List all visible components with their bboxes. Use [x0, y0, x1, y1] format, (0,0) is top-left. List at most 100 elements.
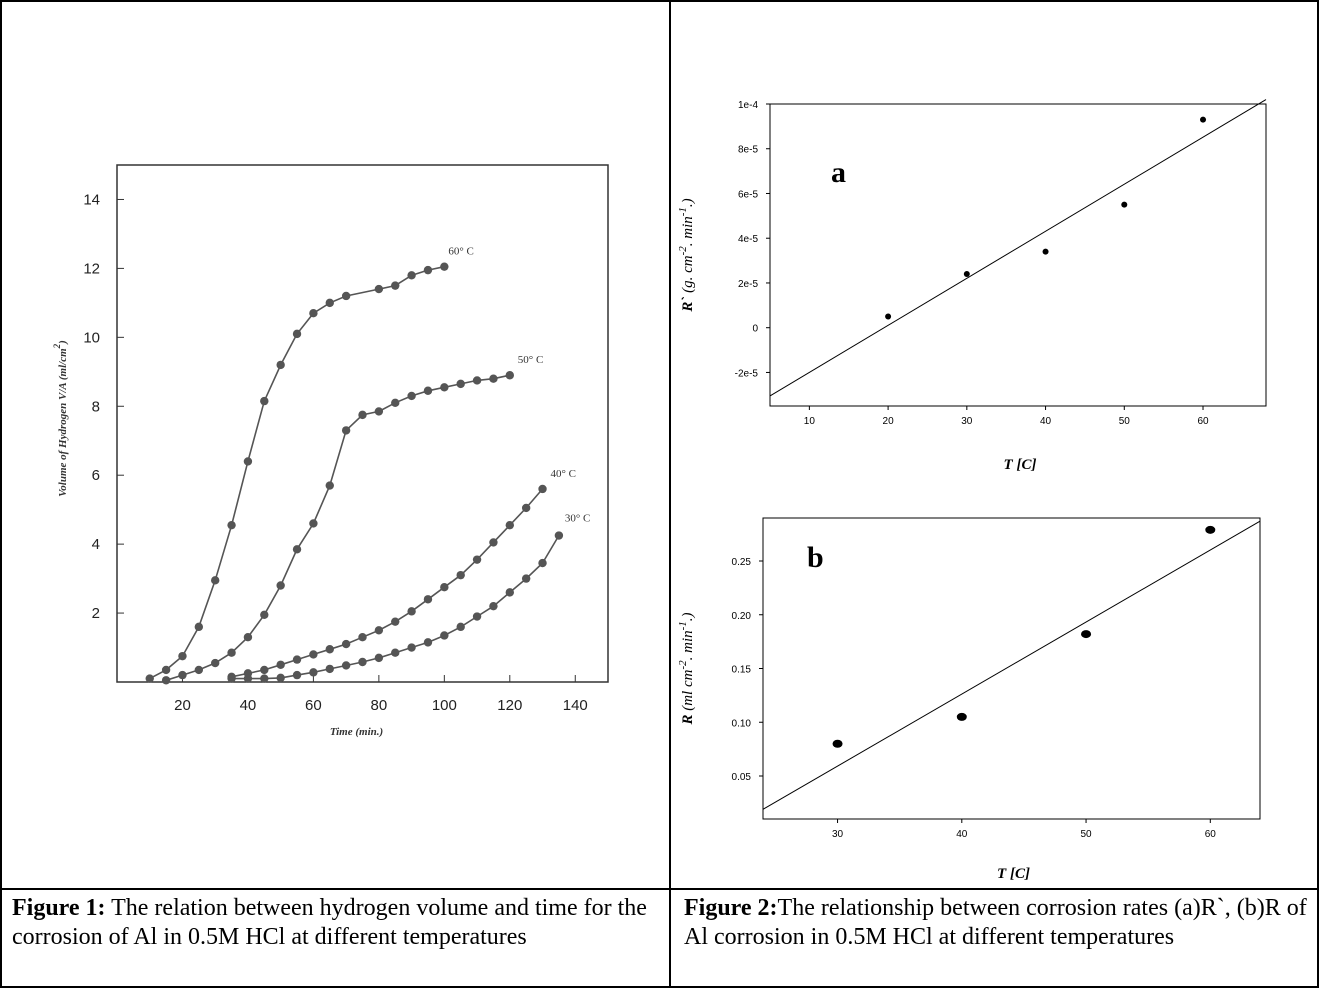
data-point	[341, 291, 351, 301]
data-point	[472, 376, 482, 385]
data-point	[227, 674, 236, 683]
data-point	[243, 674, 253, 683]
data-point	[440, 383, 449, 392]
data-point	[489, 374, 498, 383]
data-point	[194, 622, 204, 632]
data-point	[374, 407, 384, 416]
y-tick-label: 6e-5	[738, 189, 758, 200]
data-point	[227, 648, 236, 657]
data-point	[391, 398, 400, 408]
data-point	[440, 631, 449, 640]
y-axis-title: R` (g. cm-2. min-1.)	[677, 198, 696, 312]
data-point	[309, 650, 318, 659]
x-tick-label: 60	[1197, 416, 1209, 427]
data-point	[178, 651, 187, 661]
chart-a-corrosion-rate-vs-temp: 10 20 30 40 50 60 -2e-5 0 2e-5 4e-5 6e-5 8e-5 1e-4 a T…	[677, 99, 1267, 473]
y-axis-title: Volume of Hydrogen V/A (ml/cm2)	[52, 340, 69, 497]
x-tick-label: 50	[1080, 829, 1092, 840]
x-axis-title: T [C]	[1004, 457, 1037, 473]
data-point	[309, 309, 318, 318]
data-point	[292, 670, 302, 680]
x-tick-label: 20	[174, 697, 191, 714]
data-point	[472, 612, 482, 621]
x-tick-label: 40	[956, 829, 968, 840]
data-point	[374, 626, 384, 635]
series-line	[149, 265, 445, 680]
data-point	[456, 570, 465, 580]
data-point	[374, 653, 384, 663]
data-point	[227, 520, 236, 530]
chart-b-corrosion-rate-vs-temp: 30 40 50 60 0.05 0.10 0.15 0.20 0.25 b T [C] R (ml …	[677, 517, 1261, 882]
y-tick-label: 2	[92, 605, 100, 622]
data-point	[358, 632, 367, 642]
y-tick-label: 8e-5	[738, 145, 758, 156]
data-point	[211, 576, 220, 585]
data-point	[1042, 248, 1049, 255]
x-tick-label: 120	[497, 697, 522, 714]
y-tick-label: 0.20	[732, 611, 752, 622]
plot-frame	[116, 164, 609, 683]
data-point	[292, 329, 302, 339]
y-tick-label: 12	[83, 260, 100, 277]
y-tick-label: 0.05	[732, 772, 752, 783]
x-tick-label: 140	[563, 697, 588, 714]
data-point	[391, 617, 400, 626]
data-point	[423, 265, 433, 275]
data-point	[276, 581, 285, 590]
data-point	[1081, 630, 1092, 639]
data-point	[341, 426, 351, 435]
data-point	[505, 588, 514, 597]
data-point	[374, 284, 384, 294]
data-point	[260, 674, 269, 683]
x-tick-label: 40	[1040, 416, 1052, 427]
y-tick-label: 4	[92, 536, 100, 553]
data-point	[407, 643, 416, 652]
figure-1-caption: Figure 1: The relation between hydrogen …	[12, 894, 652, 952]
y-axis-title: R (ml cm-2. min-1.)	[677, 612, 696, 725]
data-point	[1121, 201, 1128, 208]
data-point	[489, 601, 498, 611]
panel-label: a	[831, 156, 846, 189]
caption-divider	[0, 888, 1319, 890]
data-point	[885, 313, 892, 320]
figure-2-label: Figure 2:	[684, 895, 778, 921]
data-point	[325, 645, 334, 654]
data-point	[554, 531, 564, 540]
data-point	[538, 484, 547, 494]
data-point	[341, 639, 351, 649]
series-label: 50° C	[518, 354, 544, 366]
figure-1-label: Figure 1:	[12, 895, 106, 921]
x-axis-title: Time (min.)	[330, 726, 383, 738]
panel-label: b	[807, 541, 824, 574]
data-point	[1200, 116, 1207, 123]
x-axis-title: T [C]	[997, 866, 1030, 882]
data-point	[243, 457, 253, 466]
data-point	[423, 638, 433, 647]
data-point	[407, 391, 416, 401]
x-tick-label: 60	[1205, 829, 1217, 840]
data-point	[423, 386, 433, 395]
data-point	[276, 660, 285, 669]
data-point	[292, 655, 302, 664]
chart-hydrogen-volume-vs-time: 20 40 60 80 100 120 140 2 4 6 8 10 12 14 Time (min.) Vo…	[52, 164, 609, 738]
x-tick-label: 30	[832, 829, 844, 840]
y-tick-label: 0	[752, 324, 758, 335]
data-point	[456, 622, 465, 632]
data-point	[440, 583, 449, 592]
y-tick-label: 0.15	[732, 665, 752, 676]
data-point	[194, 665, 204, 675]
data-point	[325, 664, 334, 674]
data-point	[276, 673, 285, 683]
data-point	[309, 519, 318, 528]
x-tick-label: 20	[883, 416, 895, 427]
data-point	[260, 665, 269, 675]
y-tick-label: 1e-4	[738, 100, 758, 111]
regression-line	[769, 99, 1267, 397]
data-point	[260, 610, 269, 619]
x-tick-label: 10	[804, 416, 816, 427]
y-tick-label: 0.10	[732, 718, 752, 729]
figure-2-caption: Figure 2:The relationship between corros…	[684, 894, 1314, 952]
data-point	[521, 503, 531, 513]
x-tick-label: 60	[305, 697, 322, 714]
data-point	[407, 271, 416, 280]
